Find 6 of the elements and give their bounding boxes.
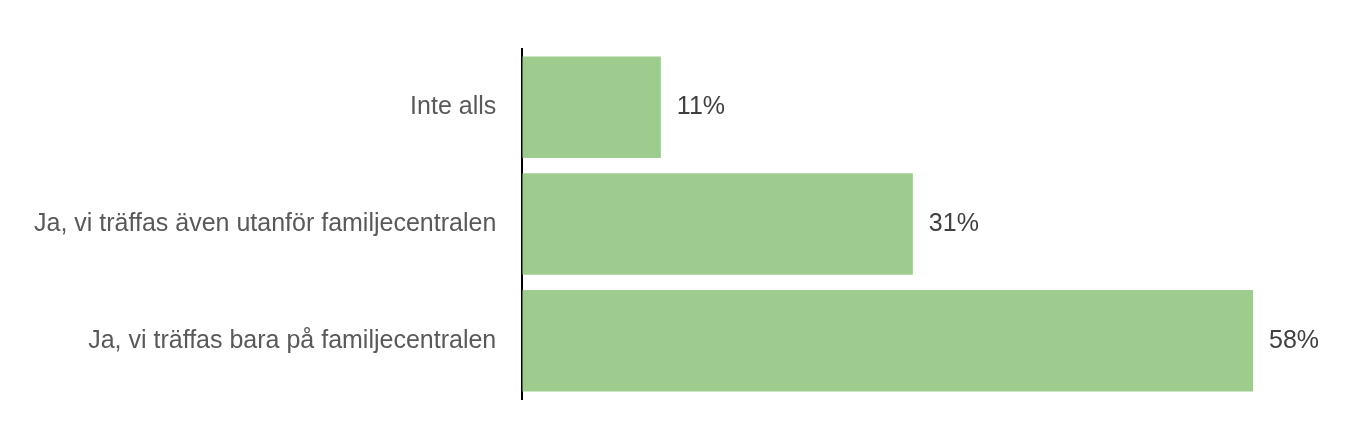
data-label: 11%	[676, 91, 726, 120]
y-tick-label: Inte alls	[410, 91, 497, 120]
data-label: 58%	[1269, 324, 1320, 353]
y-tick-label: Ja, vi träffas även utanför familjecentralen	[34, 207, 497, 236]
data-label: 31%	[928, 207, 979, 236]
y-tick-label: Ja, vi träffas bara på familjecentralen	[88, 324, 497, 353]
